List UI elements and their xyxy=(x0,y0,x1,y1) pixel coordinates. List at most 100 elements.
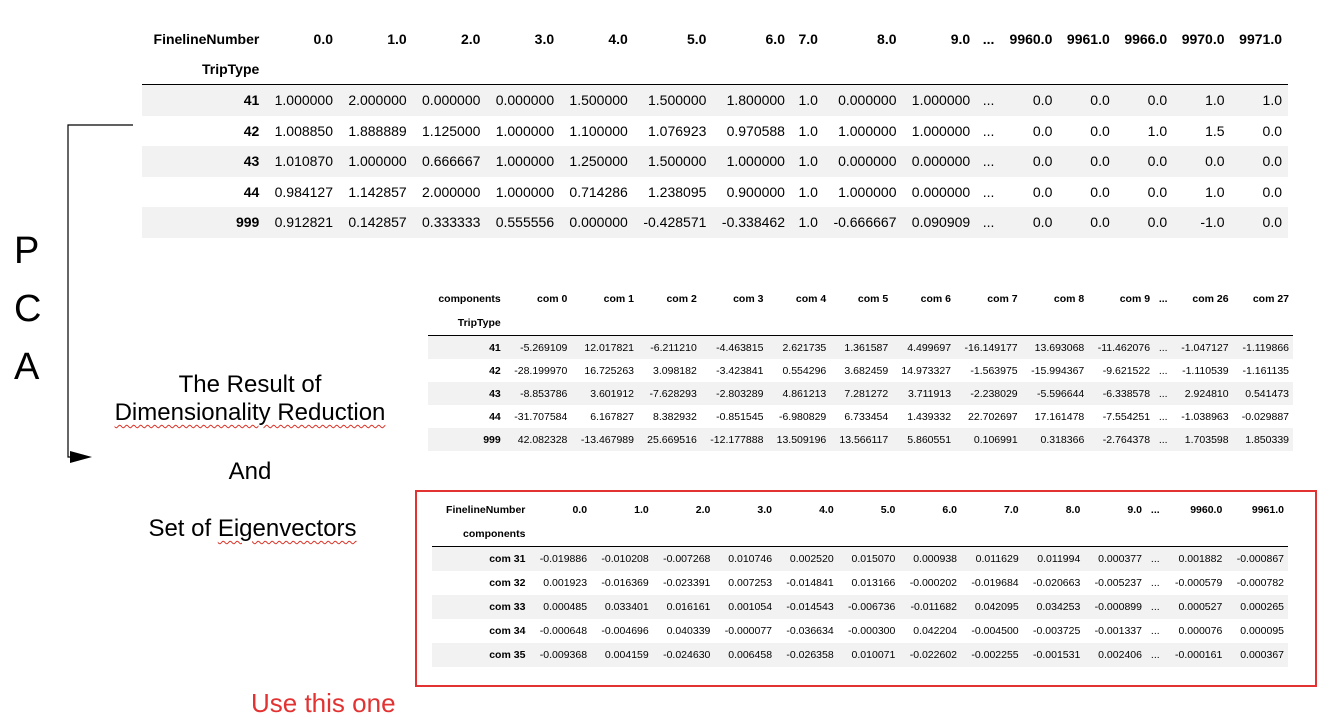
table-cell: -1.119866 xyxy=(1242,341,1289,354)
table-cell: 42.082328 xyxy=(517,433,568,446)
table-cell: 1.500000 xyxy=(569,92,628,109)
column-header: com 9 xyxy=(1119,293,1151,305)
table-cell: 1.000000 xyxy=(495,122,555,139)
table-cell: 0.984127 xyxy=(274,183,334,200)
table-cell: 1.000000 xyxy=(911,92,971,109)
table-cell: 0.333333 xyxy=(422,214,481,231)
table-cell: -3.423841 xyxy=(716,364,764,377)
table-cell: -0.020663 xyxy=(1033,577,1081,589)
set-prefix: Set of xyxy=(148,515,218,542)
header-filler xyxy=(571,311,638,336)
table-cell: -0.000300 xyxy=(848,625,896,637)
column-header: 3.0 xyxy=(534,30,555,47)
table-pca-result: components com 0 com 1 com 2 com 3 com 4 com … xyxy=(428,287,1293,451)
table-cell: -0.428571 xyxy=(643,214,707,231)
row-index: 999 xyxy=(483,433,501,446)
table-cell: 1.010870 xyxy=(274,153,334,170)
eigenvector-caption: Set of Eigenvectors xyxy=(120,515,385,543)
cell-ellipsis: ... xyxy=(1158,433,1168,446)
cell-ellipsis: ... xyxy=(1150,553,1160,565)
table-cell: 0.042204 xyxy=(913,625,957,637)
table-cell: -0.851545 xyxy=(716,410,764,423)
table-cell: 0.040339 xyxy=(666,625,711,637)
cell-ellipsis: ... xyxy=(982,183,995,200)
header-filler xyxy=(903,53,977,85)
row-index: com 33 xyxy=(489,601,526,613)
table-cell: 1.0 xyxy=(798,214,818,231)
cell-ellipsis: ... xyxy=(1150,649,1160,661)
table-cell: 2.621735 xyxy=(782,341,827,354)
table-cell: -5.269109 xyxy=(520,341,568,354)
pca-label: P C A xyxy=(14,222,41,396)
row-index: com 31 xyxy=(489,553,526,565)
row-index: 42 xyxy=(243,122,260,139)
cell-ellipsis: ... xyxy=(982,122,995,139)
table-cell: -0.000782 xyxy=(1236,577,1284,589)
header-filler xyxy=(560,53,634,85)
table-cell: -13.467989 xyxy=(580,433,634,446)
table-cell: -0.006736 xyxy=(848,601,896,613)
table-cell: -5.596644 xyxy=(1036,387,1085,400)
column-header: 6.0 xyxy=(765,30,785,47)
column-header: 4.0 xyxy=(819,504,834,516)
table-cell: -0.019886 xyxy=(539,553,588,565)
table-cell: -0.666667 xyxy=(833,214,897,231)
arrow-right-icon xyxy=(67,124,133,463)
row-index: 41 xyxy=(243,92,260,109)
table-cell: 1.0 xyxy=(798,92,818,109)
column-header: com 6 xyxy=(920,293,952,305)
table-cell: 0.001054 xyxy=(728,601,773,613)
table-cell: 1.000000 xyxy=(274,92,334,109)
table-cell: 0.010746 xyxy=(728,553,773,565)
column-header: 0.0 xyxy=(572,504,588,516)
header-filler xyxy=(767,311,830,336)
table-cell: -0.000077 xyxy=(724,625,773,637)
table-cell: 25.669516 xyxy=(647,433,697,446)
table-cell: 0.0 xyxy=(1147,92,1168,109)
table-cell: 1.0 xyxy=(1205,183,1225,200)
table-cell: -16.149177 xyxy=(964,341,1018,354)
table-cell: -0.022602 xyxy=(909,649,957,661)
table-cell: 1.500000 xyxy=(648,92,707,109)
header-filler xyxy=(1001,53,1058,85)
header-filler xyxy=(955,311,1022,336)
table-cell: -0.023391 xyxy=(663,577,711,589)
row-index: 44 xyxy=(489,410,501,423)
table-cell: 13.566117 xyxy=(839,433,889,446)
table-cell: -0.004696 xyxy=(601,625,649,637)
table-cell: 0.013166 xyxy=(851,577,896,589)
table-cell: 1.361587 xyxy=(844,341,889,354)
cell-ellipsis: ... xyxy=(1158,387,1168,400)
table-cell: 0.006458 xyxy=(728,649,773,661)
cell-ellipsis: ... xyxy=(1158,410,1168,423)
column-header: 5.0 xyxy=(686,30,707,47)
table-cell: 0.000000 xyxy=(495,92,555,109)
column-header: 1.0 xyxy=(634,504,649,516)
table-cell: 0.000000 xyxy=(911,183,971,200)
header-filler xyxy=(1088,311,1154,336)
cell-ellipsis: ... xyxy=(1150,577,1160,589)
table-cell: -0.002255 xyxy=(971,649,1019,661)
table-cell: -2.764378 xyxy=(1102,433,1151,446)
row-index: com 35 xyxy=(489,649,526,661)
table-cell: -1.110539 xyxy=(1182,364,1229,377)
table-cell: 0.912821 xyxy=(274,214,334,231)
table-eigenvectors: FinelineNumber 0.0 1.0 2.0 3.0 4.0 5.0 6.0 7.0 8… xyxy=(432,498,1288,667)
table-cell: 0.0 xyxy=(1262,122,1282,139)
table-cell: 0.0 xyxy=(1032,153,1053,170)
column-header: 9.0 xyxy=(950,30,971,47)
table-cell: -2.238029 xyxy=(970,387,1018,400)
table-cell: -1.038963 xyxy=(1181,410,1229,423)
header-filler xyxy=(486,53,560,85)
table-cell: 1.125000 xyxy=(422,122,481,139)
header-filler xyxy=(976,53,1001,85)
table-cell: -0.000579 xyxy=(1175,577,1223,589)
column-header: 8.0 xyxy=(1065,504,1081,516)
header-filler xyxy=(830,311,892,336)
row-index: com 32 xyxy=(489,577,526,589)
table-cell: 1.000000 xyxy=(726,153,785,170)
column-header: com 2 xyxy=(666,293,697,305)
header-filler xyxy=(1173,53,1230,85)
table-cell: 0.0 xyxy=(1032,214,1053,231)
column-index-name: components xyxy=(438,293,501,305)
